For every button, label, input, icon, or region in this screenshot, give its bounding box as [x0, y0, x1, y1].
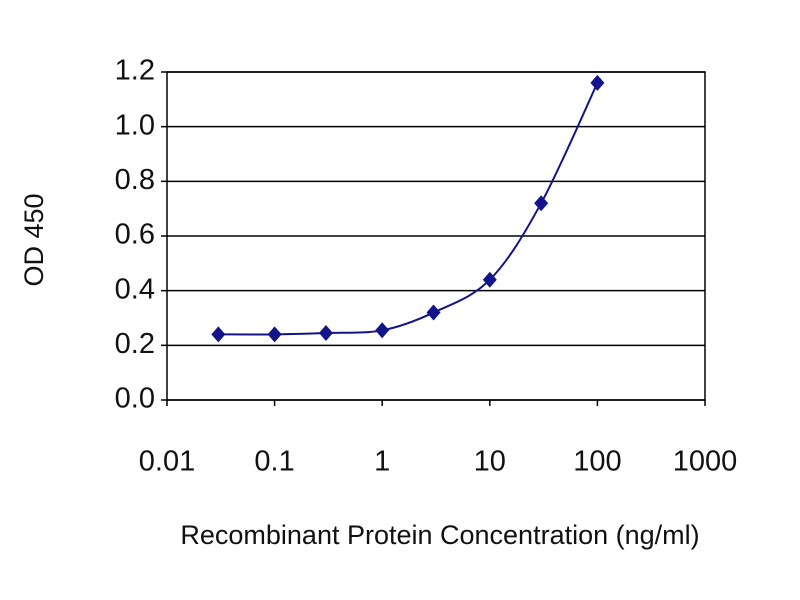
x-axis-label: Recombinant Protein Concentration (ng/ml…	[180, 520, 699, 550]
x-tick-label: 0.1	[254, 446, 294, 478]
x-tick-label: 0.01	[139, 446, 195, 478]
x-tick-label: 1	[374, 446, 390, 478]
y-tick-label: 0.8	[115, 164, 155, 196]
data-point	[375, 322, 390, 339]
data-point	[590, 74, 605, 91]
y-tick-label: 0.0	[115, 383, 155, 415]
data-point	[534, 195, 549, 212]
data-point	[211, 326, 226, 343]
y-axis-label: OD 450	[19, 193, 49, 286]
plot-frame	[166, 71, 706, 401]
x-tick-label: 10	[474, 446, 506, 478]
data-point	[267, 326, 282, 343]
x-tick-label: 1000	[673, 446, 738, 478]
y-tick-label: 0.4	[115, 273, 155, 305]
y-tick-label: 0.2	[115, 328, 155, 360]
data-point	[482, 271, 497, 288]
y-tick-label: 0.6	[115, 219, 155, 251]
data-point	[318, 325, 333, 342]
y-tick-label: 1.2	[115, 55, 155, 87]
x-tick-label: 100	[573, 446, 621, 478]
data-point	[426, 304, 441, 321]
y-tick-label: 1.0	[115, 109, 155, 141]
